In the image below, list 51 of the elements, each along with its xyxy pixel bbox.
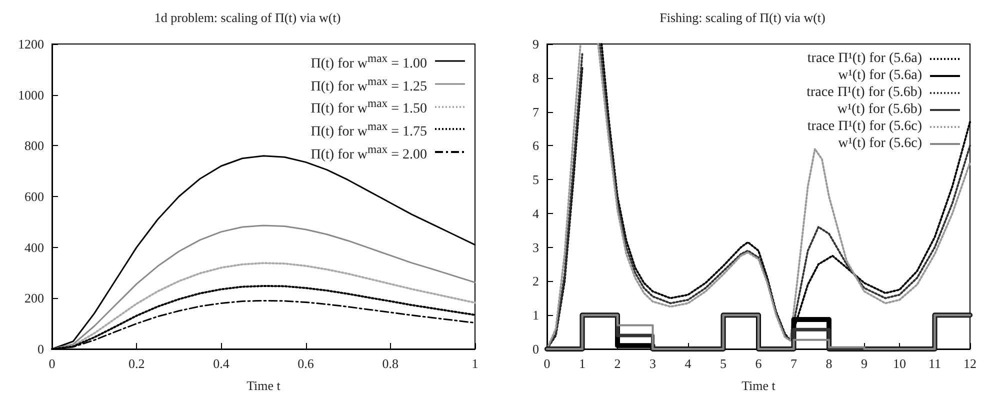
y-tick-label: 8 bbox=[532, 70, 539, 86]
y-tick-label: 4 bbox=[532, 206, 540, 221]
x-tick-label: 7 bbox=[790, 356, 798, 371]
x-tick-label: 0.6 bbox=[298, 356, 314, 371]
x-axis-title: Time t bbox=[246, 378, 281, 393]
x-tick-label: 12 bbox=[964, 356, 976, 371]
x-tick-label: 8 bbox=[826, 356, 832, 371]
x-tick-label: 1 bbox=[472, 356, 478, 371]
y-tick-label: 1200 bbox=[18, 36, 44, 52]
x-tick-label: 10 bbox=[893, 356, 906, 371]
x-tick-label: 0 bbox=[544, 356, 550, 371]
y-tick-label: 6 bbox=[532, 138, 540, 154]
x-axis-title: Time t bbox=[742, 378, 776, 393]
y-tick-label: 5 bbox=[532, 172, 539, 188]
y-tick-label: 800 bbox=[24, 138, 44, 154]
legend-label: Π(t) for w$^{max}$ = 1.00 bbox=[310, 51, 427, 73]
y-tick-label: 400 bbox=[24, 240, 44, 255]
y-tick-label: 9 bbox=[532, 36, 539, 52]
legend-label: Π(t) for w$^{max}$ = 1.50 bbox=[310, 96, 427, 118]
x-tick-label: 11 bbox=[928, 356, 942, 371]
x-tick-label: 2 bbox=[614, 356, 621, 371]
y-tick-label: 0 bbox=[532, 342, 539, 356]
x-tick-label: 6 bbox=[755, 356, 762, 371]
y-tick-label: 2 bbox=[532, 274, 539, 289]
legend-label: trace Π¹(t) for (5.6c) bbox=[807, 118, 922, 135]
x-tick-label: 0.2 bbox=[128, 356, 145, 371]
x-tick-label: 0.8 bbox=[382, 356, 399, 371]
x-tick-label: 1 bbox=[579, 356, 586, 371]
y-tick-label: 1 bbox=[532, 308, 539, 323]
x-tick-label: 0 bbox=[48, 356, 56, 371]
chart-title: 1d problem: scaling of Π(t) via w(t) bbox=[154, 10, 341, 25]
legend-label: Π(t) for w$^{max}$ = 1.75 bbox=[310, 118, 427, 141]
x-tick-label: 5 bbox=[720, 356, 726, 371]
y-tick-label: 0 bbox=[38, 342, 44, 356]
legend-label: Π(t) for w$^{max}$ = 2.00 bbox=[310, 142, 427, 164]
x-tick-label: 3 bbox=[650, 356, 656, 371]
x-tick-label: 9 bbox=[861, 356, 868, 371]
legend-label: trace Π¹(t) for (5.6a) bbox=[807, 50, 922, 67]
x-tick-label: 4 bbox=[684, 356, 692, 371]
y-tick-label: 600 bbox=[24, 189, 44, 204]
legend-label: Π(t) for w$^{max}$ = 1.25 bbox=[310, 74, 427, 96]
y-tick-label: 7 bbox=[532, 104, 540, 120]
y-tick-label: 3 bbox=[532, 240, 539, 255]
legend-label: w¹(t) for (5.6a) bbox=[838, 67, 922, 84]
legend-label: trace Π¹(t) for (5.6b) bbox=[806, 84, 922, 101]
y-tick-label: 1000 bbox=[18, 87, 44, 102]
legend-label: w¹(t) for (5.6c) bbox=[838, 135, 922, 152]
chart-title: Fishing: scaling of Π(t) via w(t) bbox=[660, 10, 826, 25]
legend-label: w¹(t) for (5.6b) bbox=[837, 101, 922, 118]
y-tick-label: 200 bbox=[24, 290, 44, 306]
x-tick-label: 0.4 bbox=[213, 356, 230, 371]
